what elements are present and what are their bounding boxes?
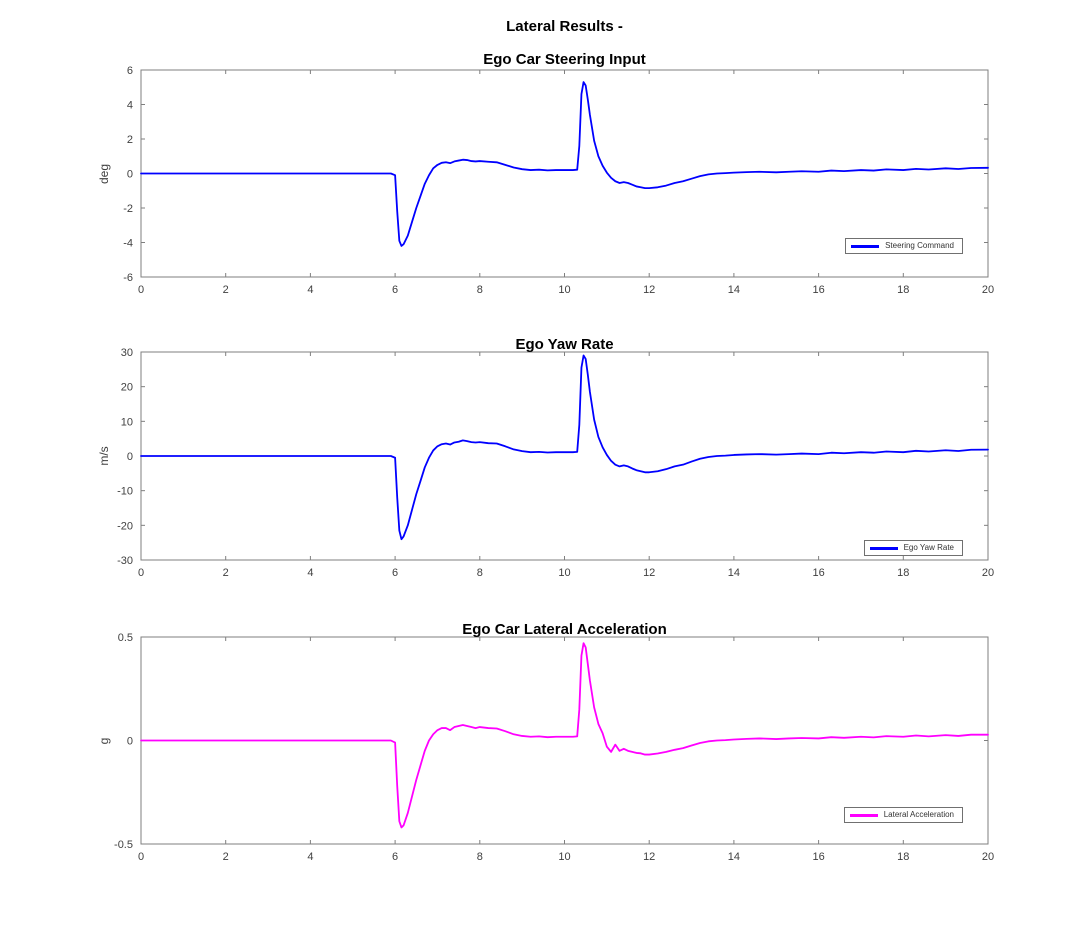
y-tick-label: 0 <box>127 451 133 463</box>
accel-legend-line-sample <box>849 813 878 817</box>
subplot-steering-input: 0 2 4 6 8 10 12 14 16 18 20 -6 -4 -2 0 2 4 6 Ego Car Stee… <box>0 45 1092 320</box>
y-tick-label: -6 <box>123 272 133 284</box>
y-tick-label: 30 <box>121 347 133 359</box>
x-tick-label: 4 <box>307 284 313 296</box>
x-tick-label: 6 <box>392 567 398 579</box>
x-tick-label: 18 <box>897 284 909 296</box>
x-tick-label: 14 <box>728 284 740 296</box>
accel-chart-canvas: 0 2 4 6 8 10 12 14 16 18 20 -0.5 0 0.5 <box>114 632 994 863</box>
accel-ylabel: g <box>97 737 111 744</box>
y-tick-label: -10 <box>117 486 133 498</box>
accel-legend-label: Lateral Acceleration <box>883 810 954 819</box>
figure-title: Lateral Results - <box>506 18 623 35</box>
x-tick-label: 20 <box>982 567 994 579</box>
steering-legend-label: Steering Command <box>885 241 954 250</box>
x-tick-label: 12 <box>643 851 655 863</box>
accel-legend: Lateral Acceleration <box>843 807 963 823</box>
y-tick-label: -4 <box>123 238 133 250</box>
y-tick-label: -20 <box>117 520 133 532</box>
x-tick-label: 12 <box>643 284 655 296</box>
y-tick-label: 10 <box>121 416 133 428</box>
x-tick-label: 2 <box>223 851 229 863</box>
x-tick-label: 4 <box>307 567 313 579</box>
y-tick-label: -2 <box>123 203 133 215</box>
x-tick-label: 18 <box>897 851 909 863</box>
x-tick-label: 10 <box>558 284 570 296</box>
x-tick-label: 20 <box>982 851 994 863</box>
x-tick-label: 12 <box>643 567 655 579</box>
yaw-legend: Ego Yaw Rate <box>863 540 963 556</box>
steering-legend-line-sample <box>851 244 880 248</box>
yaw-chart-canvas: 0 2 4 6 8 10 12 14 16 18 20 -30 -20 -10 0 10 20 30 <box>117 347 994 579</box>
x-tick-label: 14 <box>728 567 740 579</box>
accel-chart-title: Ego Car Lateral Acceleration <box>462 621 667 638</box>
x-tick-label: 6 <box>392 284 398 296</box>
yaw-legend-line-sample <box>869 546 898 550</box>
x-tick-label: 6 <box>392 851 398 863</box>
yaw-ylabel: m/s <box>97 446 111 466</box>
x-tick-label: 10 <box>558 567 570 579</box>
subplot-lateral-acceleration: 0 2 4 6 8 10 12 14 16 18 20 -0.5 0 0.5 Ego Car Latera… <box>0 615 1092 890</box>
x-tick-label: 2 <box>223 567 229 579</box>
y-tick-label: 20 <box>121 382 133 394</box>
yaw-legend-label: Ego Yaw Rate <box>903 543 954 552</box>
y-tick-label: -0.5 <box>114 839 133 851</box>
y-tick-label: -30 <box>117 555 133 567</box>
steering-ylabel: deg <box>97 163 111 184</box>
x-tick-label: 14 <box>728 851 740 863</box>
y-tick-label: 2 <box>127 134 133 146</box>
x-tick-label: 2 <box>223 284 229 296</box>
x-tick-label: 8 <box>477 284 483 296</box>
series-line <box>140 81 989 247</box>
x-tick-label: 16 <box>812 851 824 863</box>
x-tick-label: 0 <box>138 284 144 296</box>
subplot-yaw-rate: 0 2 4 6 8 10 12 14 16 18 20 -30 -20 -10 0 10 20 30 Ego Ya… <box>0 330 1092 602</box>
x-tick-label: 0 <box>138 851 144 863</box>
series-line <box>140 354 989 541</box>
x-tick-label: 16 <box>812 567 824 579</box>
x-tick-label: 4 <box>307 851 313 863</box>
y-tick-label: 4 <box>127 100 133 112</box>
steering-chart-canvas: 0 2 4 6 8 10 12 14 16 18 20 -6 -4 -2 0 2 4 6 <box>123 65 994 296</box>
x-tick-label: 8 <box>477 567 483 579</box>
x-tick-label: 8 <box>477 851 483 863</box>
y-tick-label: 0.5 <box>118 632 133 644</box>
y-tick-label: 6 <box>127 65 133 77</box>
steering-chart-title: Ego Car Steering Input <box>483 51 646 68</box>
y-tick-label: 0 <box>127 736 133 748</box>
x-tick-label: 16 <box>812 284 824 296</box>
steering-legend: Steering Command <box>845 238 963 254</box>
series-line <box>140 642 989 829</box>
x-tick-label: 20 <box>982 284 994 296</box>
yaw-chart-title: Ego Yaw Rate <box>515 336 614 353</box>
x-tick-label: 18 <box>897 567 909 579</box>
x-tick-label: 10 <box>558 851 570 863</box>
x-tick-label: 0 <box>138 567 144 579</box>
y-tick-label: 0 <box>127 169 133 181</box>
